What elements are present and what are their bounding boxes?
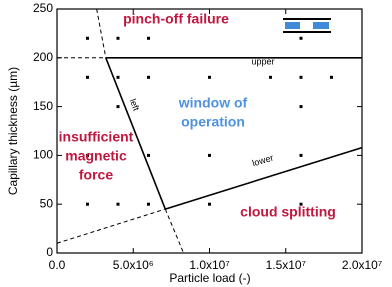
data-point: [299, 105, 303, 109]
data-point: [86, 202, 89, 206]
line-label: upper: [251, 56, 274, 66]
boundary-line: [164, 208, 185, 254]
y-tick-label: 250: [33, 1, 53, 15]
x-tick-label: 2.0x10⁷: [342, 258, 382, 272]
data-point: [299, 202, 303, 206]
data-point: [116, 75, 120, 79]
data-point: [147, 202, 150, 206]
x-tick-label: 5.0x10⁶: [113, 258, 154, 272]
y-axis-label: Capillary thickness (µm): [6, 67, 20, 195]
data-point: [299, 75, 303, 79]
region-label: pinch-off failure: [123, 11, 229, 27]
data-point: [86, 75, 89, 79]
x-tick-label: 1.0x10⁷: [189, 258, 229, 272]
data-point: [269, 75, 272, 79]
y-tick-label: 0: [46, 245, 53, 259]
region-label: cloud splitting: [240, 204, 336, 220]
y-tick-label: 100: [33, 148, 53, 162]
data-point: [86, 153, 89, 157]
x-tick-label: 1.5x10⁷: [266, 258, 306, 272]
data-point: [116, 105, 120, 109]
boundary-line: [105, 57, 167, 210]
data-point: [147, 153, 150, 157]
boundary-line: [165, 146, 363, 210]
boundary-line: [56, 208, 166, 244]
y-tick-label: 50: [40, 196, 54, 210]
y-tick-label: 150: [33, 99, 53, 113]
data-point: [208, 202, 211, 206]
data-point: [330, 75, 333, 79]
region-label: operation: [181, 114, 245, 130]
data-point: [208, 153, 211, 157]
data-point: [208, 75, 211, 79]
region-label: magnetic: [65, 148, 127, 164]
data-point: [86, 36, 89, 40]
capillary-icon: [283, 18, 331, 33]
data-point: [299, 36, 303, 40]
data-point: [116, 36, 120, 40]
y-tick-label: 200: [33, 50, 53, 64]
boundary-line: [96, 8, 107, 58]
data-point: [147, 75, 150, 79]
data-point: [147, 36, 150, 40]
data-point: [116, 202, 120, 206]
x-tick-label: 0.0: [49, 258, 66, 272]
region-label: insufficient: [59, 129, 134, 145]
data-point: [299, 153, 303, 157]
line-label: left: [128, 97, 142, 112]
region-label: window of: [178, 95, 248, 111]
region-label: force: [79, 167, 113, 183]
x-axis-label: Particle load (-): [169, 271, 250, 285]
line-label: lower: [251, 152, 274, 168]
